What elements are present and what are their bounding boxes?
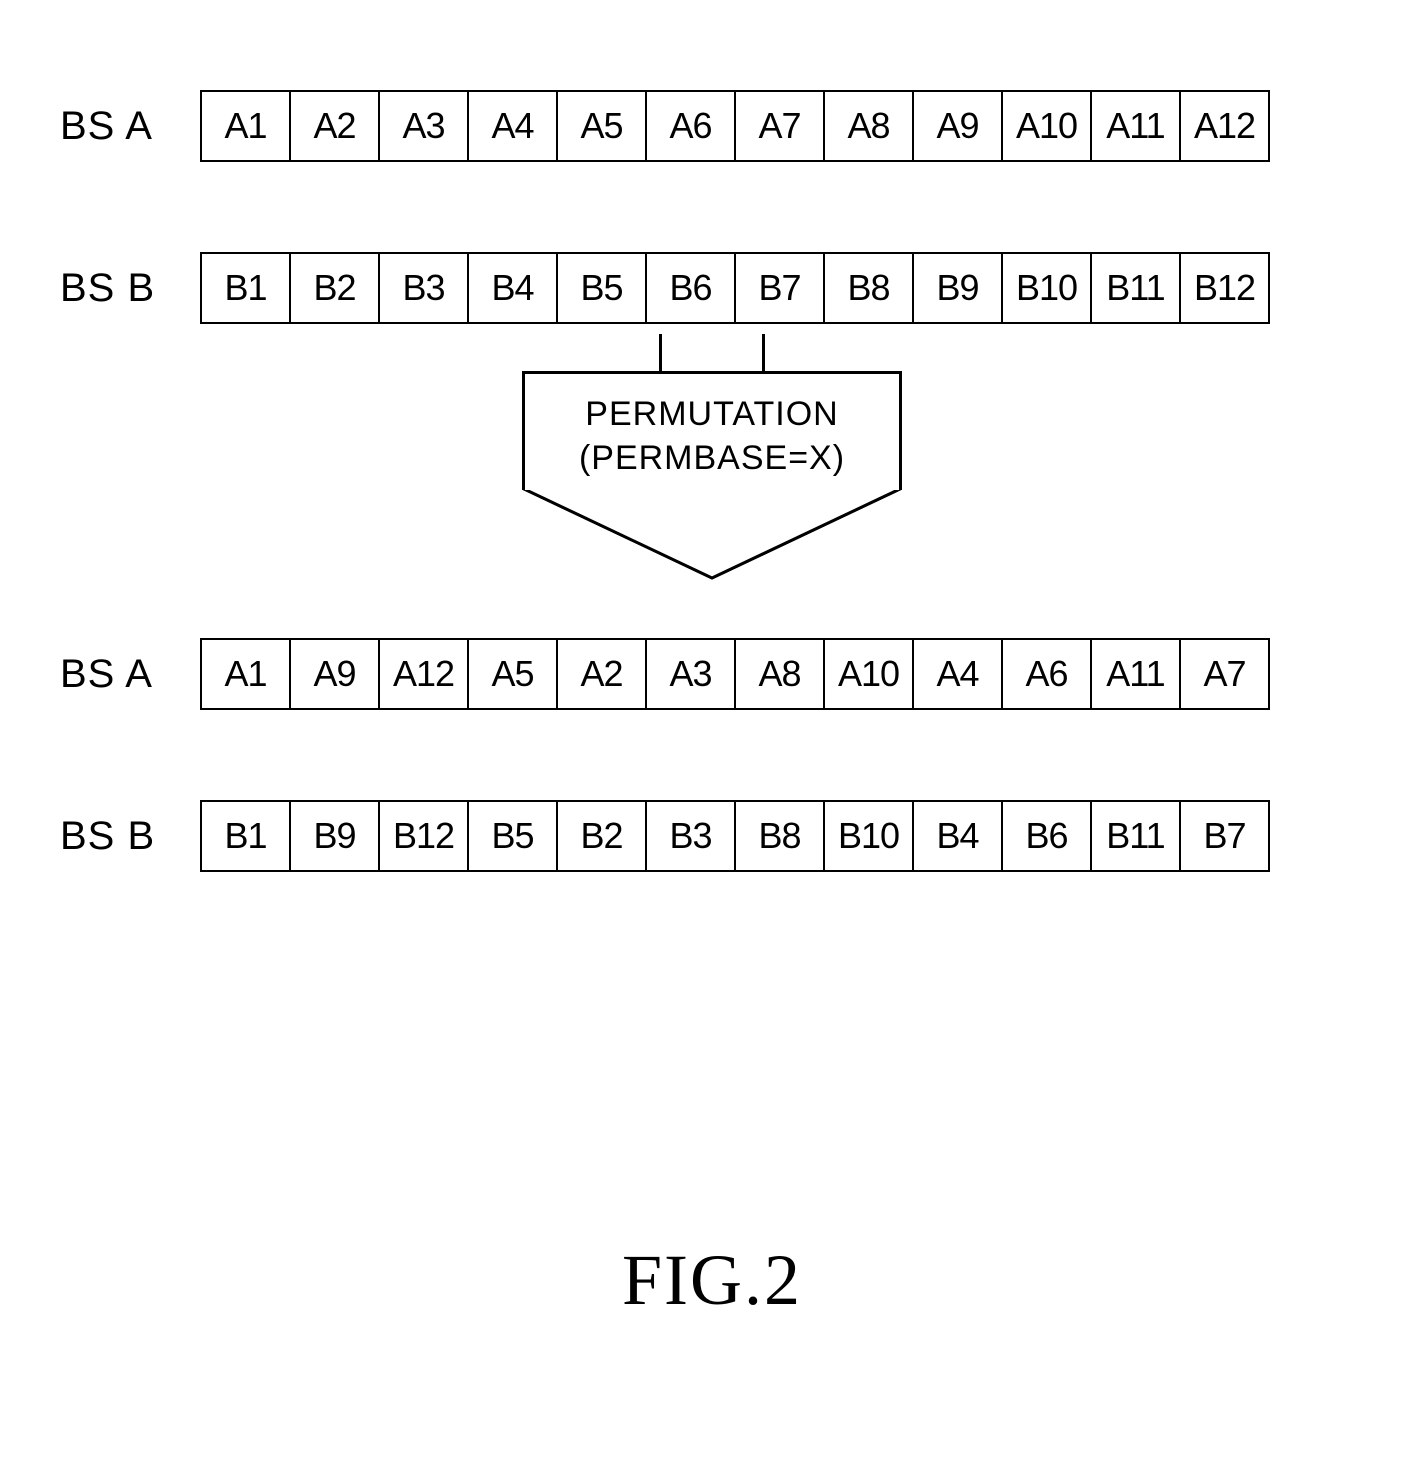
cell: B10 (1001, 252, 1092, 324)
row-bs-b-before: BS B B1 B2 B3 B4 B5 B6 B7 B8 B9 B10 B11 … (60, 252, 1364, 324)
cell: A11 (1090, 638, 1181, 710)
arrow-head (522, 488, 902, 578)
cell: A1 (200, 90, 291, 162)
row-label: BS A (60, 652, 200, 697)
figure-caption: FIG.2 (0, 1239, 1424, 1322)
cell: B2 (289, 252, 380, 324)
row-bs-b-after: BS B B1 B9 B12 B5 B2 B3 B8 B10 B4 B6 B11… (60, 800, 1364, 872)
cell: A6 (645, 90, 736, 162)
cell: B9 (912, 252, 1003, 324)
cell: B6 (645, 252, 736, 324)
arrow-text-line2: (PERMBASE=X) (535, 436, 889, 480)
cell: B5 (467, 800, 558, 872)
cell-row: A1 A2 A3 A4 A5 A6 A7 A8 A9 A10 A11 A12 (200, 90, 1270, 162)
cell: A5 (467, 638, 558, 710)
cell: A8 (823, 90, 914, 162)
row-label: BS A (60, 104, 200, 149)
cell: A10 (1001, 90, 1092, 162)
cell: A12 (378, 638, 469, 710)
cell: A2 (289, 90, 380, 162)
cell: A11 (1090, 90, 1181, 162)
cell: B10 (823, 800, 914, 872)
cell: A9 (912, 90, 1003, 162)
cell: B8 (734, 800, 825, 872)
cell: A2 (556, 638, 647, 710)
cell: B7 (1179, 800, 1270, 872)
cell: A12 (1179, 90, 1270, 162)
cell-row: B1 B2 B3 B4 B5 B6 B7 B8 B9 B10 B11 B12 (200, 252, 1270, 324)
arrow-stem (659, 334, 765, 374)
cell: B3 (378, 252, 469, 324)
cell: B3 (645, 800, 736, 872)
row-label: BS B (60, 266, 200, 311)
row-bs-a-after: BS A A1 A9 A12 A5 A2 A3 A8 A10 A4 A6 A11… (60, 638, 1364, 710)
cell: A3 (645, 638, 736, 710)
cell: B9 (289, 800, 380, 872)
cell: B4 (467, 252, 558, 324)
permutation-arrow: PERMUTATION (PERMBASE=X) (522, 334, 902, 578)
cell: B12 (1179, 252, 1270, 324)
cell: B5 (556, 252, 647, 324)
cell: A10 (823, 638, 914, 710)
cell: A9 (289, 638, 380, 710)
cell: B1 (200, 252, 291, 324)
cell: A5 (556, 90, 647, 162)
cell: B12 (378, 800, 469, 872)
cell: A7 (1179, 638, 1270, 710)
cell: B11 (1090, 252, 1181, 324)
row-bs-a-before: BS A A1 A2 A3 A4 A5 A6 A7 A8 A9 A10 A11 … (60, 90, 1364, 162)
cell: B6 (1001, 800, 1092, 872)
cell-row: B1 B9 B12 B5 B2 B3 B8 B10 B4 B6 B11 B7 (200, 800, 1270, 872)
row-label: BS B (60, 814, 200, 859)
cell: B11 (1090, 800, 1181, 872)
cell: B7 (734, 252, 825, 324)
arrow-text-line1: PERMUTATION (535, 392, 889, 436)
cell: A3 (378, 90, 469, 162)
cell: A1 (200, 638, 291, 710)
cell: B1 (200, 800, 291, 872)
cell-row: A1 A9 A12 A5 A2 A3 A8 A10 A4 A6 A11 A7 (200, 638, 1270, 710)
cell: A8 (734, 638, 825, 710)
cell: A4 (467, 90, 558, 162)
arrow-label-box: PERMUTATION (PERMBASE=X) (522, 371, 902, 490)
figure-container: BS A A1 A2 A3 A4 A5 A6 A7 A8 A9 A10 A11 … (0, 0, 1424, 1462)
cell: A7 (734, 90, 825, 162)
cell: B8 (823, 252, 914, 324)
cell: B2 (556, 800, 647, 872)
cell: B4 (912, 800, 1003, 872)
cell: A4 (912, 638, 1003, 710)
cell: A6 (1001, 638, 1092, 710)
